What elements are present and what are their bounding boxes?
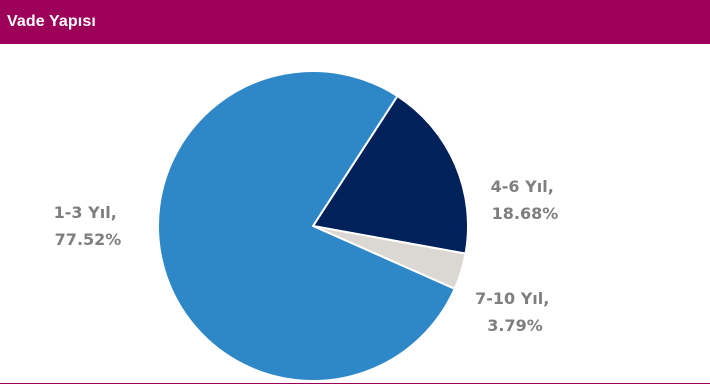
bottom-divider — [0, 383, 710, 384]
pie-slices — [157, 70, 469, 382]
pie-slice-1-3-yıl — [157, 70, 456, 382]
pie-slice-4-6-yıl — [312, 95, 469, 255]
panel-header: Vade Yapısı — [0, 0, 710, 44]
slice-labels: 4-6 Yıl, 18.68% 7-10 Yıl, 3.79% 1-3 Yıl,… — [54, 177, 560, 335]
pie-chart: 4-6 Yıl, 18.68% 7-10 Yıl, 3.79% 1-3 Yıl,… — [54, 70, 560, 382]
label-4-6-yil: 4-6 Yıl, 18.68% — [491, 177, 560, 223]
panel-title: Vade Yapısı — [7, 13, 96, 30]
label-1-3-yil: 1-3 Yıl, 77.52% — [54, 203, 123, 249]
label-7-10-yil: 7-10 Yıl, 3.79% — [475, 289, 555, 335]
